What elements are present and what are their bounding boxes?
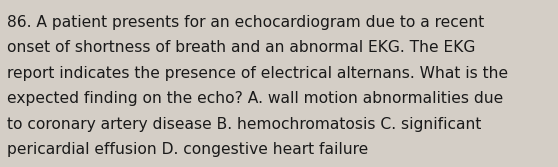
Text: report indicates the presence of electrical alternans. What is the: report indicates the presence of electri… xyxy=(7,66,508,81)
Text: to coronary artery disease B. hemochromatosis C. significant: to coronary artery disease B. hemochroma… xyxy=(7,117,482,132)
Text: 86. A patient presents for an echocardiogram due to a recent: 86. A patient presents for an echocardio… xyxy=(7,15,484,30)
Text: expected finding on the echo? A. wall motion abnormalities due: expected finding on the echo? A. wall mo… xyxy=(7,91,503,106)
Text: onset of shortness of breath and an abnormal EKG. The EKG: onset of shortness of breath and an abno… xyxy=(7,40,475,55)
Text: pericardial effusion D. congestive heart failure: pericardial effusion D. congestive heart… xyxy=(7,142,368,157)
